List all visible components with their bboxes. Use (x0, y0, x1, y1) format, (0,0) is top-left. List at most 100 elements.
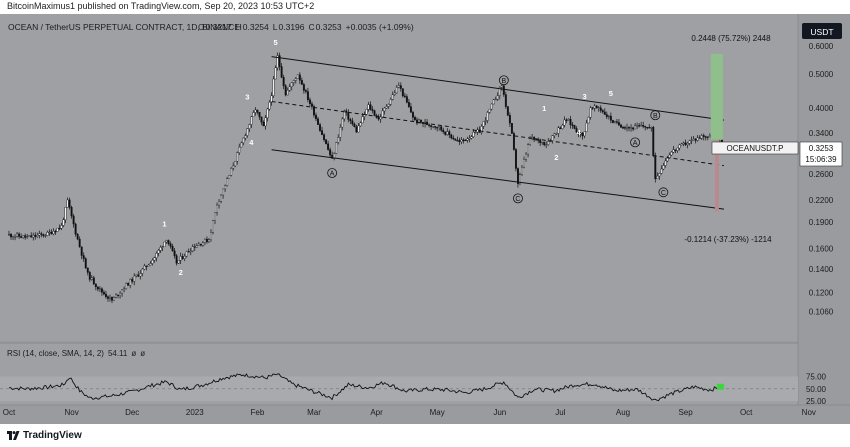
candle-body (282, 77, 285, 87)
candle-body (280, 66, 283, 78)
candle-body (145, 265, 148, 267)
candle-body (700, 135, 703, 139)
candle-body (678, 144, 681, 149)
candle-body (648, 127, 651, 129)
measure-loss-zone[interactable] (714, 139, 719, 212)
wave-label-text: 4 (249, 138, 254, 147)
change-value: +0.0035 (+1.09%) (346, 22, 414, 32)
candle-body (682, 142, 685, 145)
channel-lower-line[interactable] (271, 149, 725, 210)
candle-body (484, 120, 487, 122)
candle-body (137, 274, 140, 277)
candle-body (672, 149, 675, 153)
high-value: 0.3254 (243, 22, 269, 32)
currency-badge[interactable]: USDT (802, 23, 842, 39)
candle-body (10, 233, 12, 238)
time-tick: Mar (307, 408, 321, 417)
wave-label-circled: A (630, 137, 640, 148)
candle-body (107, 296, 109, 299)
rsi-axis[interactable]: 75.00 50.00 25.00 (806, 372, 827, 406)
candle-body (197, 243, 200, 246)
candle-body (102, 292, 105, 295)
candle-body (216, 204, 218, 213)
descending-channel[interactable] (271, 56, 725, 210)
candle-body (624, 127, 626, 129)
candle-body (498, 87, 501, 96)
candle-body (244, 135, 247, 139)
price-axis[interactable]: 0.6000 0.5000 0.4000 0.3400 0.2600 0.2200 0.19… (809, 42, 834, 317)
candle-body (14, 236, 17, 238)
candle-body (555, 133, 558, 135)
rsi-indicator (0, 373, 798, 402)
candle-body (411, 112, 414, 118)
candle-body (222, 188, 225, 196)
candle-body (317, 118, 319, 125)
low-value: 0.3196 (279, 22, 305, 32)
channel-middle-line[interactable] (271, 100, 725, 167)
candle-body (230, 168, 233, 176)
wave-label-text: 2 (179, 268, 183, 277)
candle-body (179, 256, 182, 261)
channel-upper-line[interactable] (271, 56, 725, 121)
candle-body (313, 106, 315, 116)
candle-body (405, 96, 408, 103)
candle-body (98, 288, 101, 290)
wave-label-text: C (515, 196, 520, 203)
close-value: 0.3253 (316, 22, 342, 32)
candle-body (561, 124, 564, 129)
candlestick-series (8, 52, 723, 304)
candle-body (205, 238, 208, 243)
tradingview-logo[interactable]: TradingView (7, 430, 82, 441)
candle-body (389, 99, 392, 105)
candle-body (165, 240, 168, 243)
wave-label: 4 (249, 138, 254, 147)
candle-body (129, 279, 132, 286)
price-tick: 0.1200 (809, 289, 834, 298)
candle-body (630, 127, 633, 129)
candle-body (304, 90, 307, 92)
candle-body (589, 107, 592, 118)
candle-body (319, 124, 321, 131)
low-label: L (273, 22, 278, 32)
wave-label-text: B (501, 78, 506, 85)
candle-body (656, 175, 659, 180)
price-chart[interactable]: 1 2 3 4 5 A B C 1 2 3 4 5 B A C 0.6000 0.5000 0.4000 0.340… (0, 14, 850, 424)
wave-label: 5 (609, 89, 613, 98)
price-range-measure[interactable] (710, 53, 723, 212)
candle-body (90, 277, 93, 280)
candle-body (674, 149, 677, 151)
candle-body (583, 131, 586, 137)
wave-label: 3 (245, 93, 249, 102)
price-pane (0, 14, 798, 341)
candle-body (492, 99, 495, 105)
candle-body (409, 106, 412, 113)
candle-body (246, 128, 249, 136)
candle-body (347, 112, 350, 120)
candle-body (636, 125, 639, 127)
candle-body (62, 219, 65, 226)
candle-body (440, 126, 443, 131)
time-axis[interactable]: Oct Nov Dec 2023 Feb Mar Apr May Jun Jul Aug Sep Oct… (3, 408, 816, 417)
candle-body (100, 288, 103, 293)
time-tick: Feb (251, 408, 265, 417)
candle-body (133, 275, 136, 282)
symbol-title: OCEAN / TetherUS PERPETUAL CONTRACT, 1D,… (8, 22, 240, 32)
price-tick: 0.2600 (809, 170, 834, 179)
candle-body (12, 236, 14, 238)
candle-body (119, 292, 122, 296)
candle-body (519, 174, 521, 184)
measure-profit-zone[interactable] (710, 53, 723, 140)
candle-body (512, 133, 515, 150)
wave-label-circled: C (513, 193, 523, 204)
candle-body (302, 84, 305, 91)
candle-body (76, 233, 79, 240)
candle-body (418, 119, 420, 124)
candle-body (127, 283, 130, 286)
candle-body (706, 136, 709, 138)
candle-body (686, 143, 689, 145)
candle-body (704, 136, 707, 138)
candle-body (652, 127, 655, 156)
candle-body (56, 227, 59, 232)
candle-body (670, 151, 673, 156)
publish-header: BitcoinMaximus1 published on TradingView… (0, 0, 850, 14)
